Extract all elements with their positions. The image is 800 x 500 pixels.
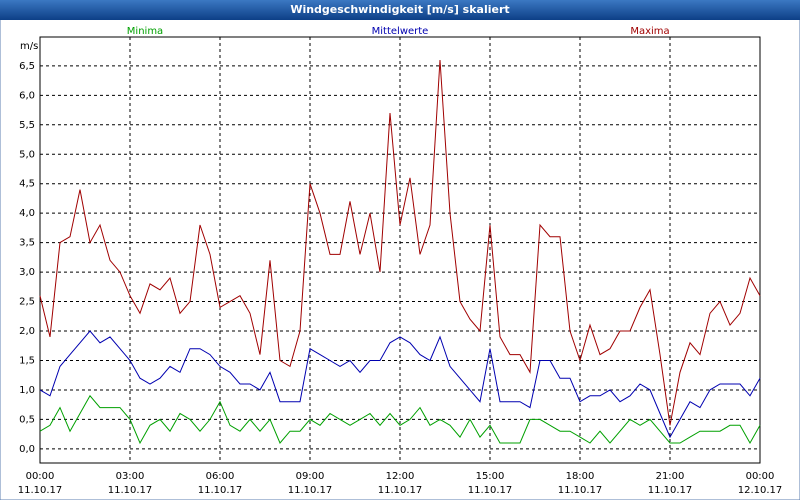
x-tick-date: 11.10.17 [468,485,513,496]
y-tick-label: 2,5 [19,297,35,308]
legend-entry: Maxima [630,26,669,37]
x-tick-date: 12.10.17 [738,485,783,496]
legend-entry: Mittelwerte [372,26,429,37]
y-tick-label: 6,0 [19,90,35,101]
x-tick-label: 09:00 [296,471,325,482]
series-line [39,59,761,426]
y-tick-label: 3,0 [19,267,35,278]
legend-entry: Minima [127,26,163,37]
x-tick-label: 12:00 [386,471,415,482]
series-line [39,330,761,439]
y-tick-label: 3,5 [19,238,35,249]
title-bar [0,0,800,20]
y-tick-label: 5,0 [19,149,35,160]
x-tick-label: 03:00 [116,471,145,482]
y-tick-label: 2,0 [19,326,35,337]
x-tick-label: 00:00 [746,471,775,482]
x-tick-label: 00:00 [26,471,55,482]
x-tick-date: 11.10.17 [198,485,243,496]
y-tick-label: 0,5 [19,414,35,425]
x-tick-date: 11.10.17 [558,485,603,496]
x-tick-label: 21:00 [656,471,685,482]
chart-title: Windgeschwindigkeit [m/s] skaliert [290,3,509,16]
x-tick-date: 11.10.17 [288,485,333,496]
y-tick-label: 4,0 [19,208,35,219]
x-tick-label: 15:00 [476,471,505,482]
x-tick-date: 11.10.17 [18,485,63,496]
y-tick-label: 1,5 [19,355,35,366]
x-tick-date: 11.10.17 [378,485,423,496]
y-tick-label: 6,5 [19,61,35,72]
x-tick-date: 11.10.17 [108,485,153,496]
series-line [39,394,761,445]
y-tick-label: 1,0 [19,385,35,396]
y-tick-label: 4,5 [19,179,35,190]
y-tick-label: 5,5 [19,120,35,131]
y-tick-label: 0,0 [19,444,35,455]
y-axis-label: m/s [20,41,38,52]
x-tick-label: 18:00 [566,471,595,482]
x-tick-label: 06:00 [206,471,235,482]
x-tick-date: 11.10.17 [648,485,693,496]
